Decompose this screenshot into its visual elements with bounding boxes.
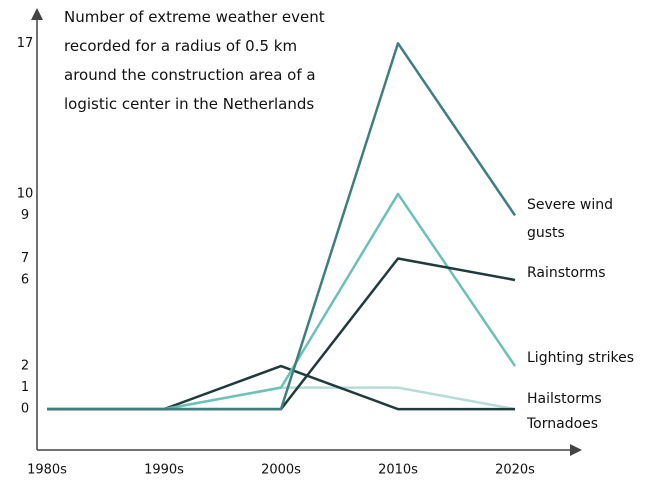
x-tick-label: 2010s: [378, 463, 418, 478]
y-tick-label: 6: [21, 272, 29, 287]
x-arrow: [570, 444, 582, 456]
y-tick-label: 10: [17, 186, 34, 201]
series-line: [47, 42, 517, 411]
y-tick-label: 9: [21, 208, 29, 223]
chart-title: around the construction area of a: [64, 66, 316, 84]
x-tick-label: 2000s: [261, 463, 301, 478]
x-tick-label: 1990s: [144, 463, 184, 478]
y-arrow: [31, 8, 43, 20]
y-tick-label: 17: [17, 36, 34, 51]
chart-title: Number of extreme weather event: [64, 8, 325, 26]
series-label: Tornadoes: [527, 416, 599, 433]
x-tick-label: 2020s: [495, 463, 535, 478]
y-tick-label: 0: [21, 402, 29, 417]
y-tick-label: 7: [21, 251, 29, 266]
chart-title: recorded for a radius of 0.5 km: [64, 37, 298, 55]
series-label: Lighting strikes: [527, 350, 634, 367]
series-label: Rainstorms: [527, 264, 606, 281]
y-tick-label: 2: [21, 359, 29, 374]
chart-title: logistic center in the Netherlands: [64, 95, 315, 113]
x-tick-label: 1980s: [27, 463, 67, 478]
series-label: Hailstorms: [527, 391, 602, 408]
series-label: Severe wind gusts: [527, 197, 614, 242]
series-line: [47, 192, 517, 411]
y-tick-label: 1: [21, 380, 29, 395]
